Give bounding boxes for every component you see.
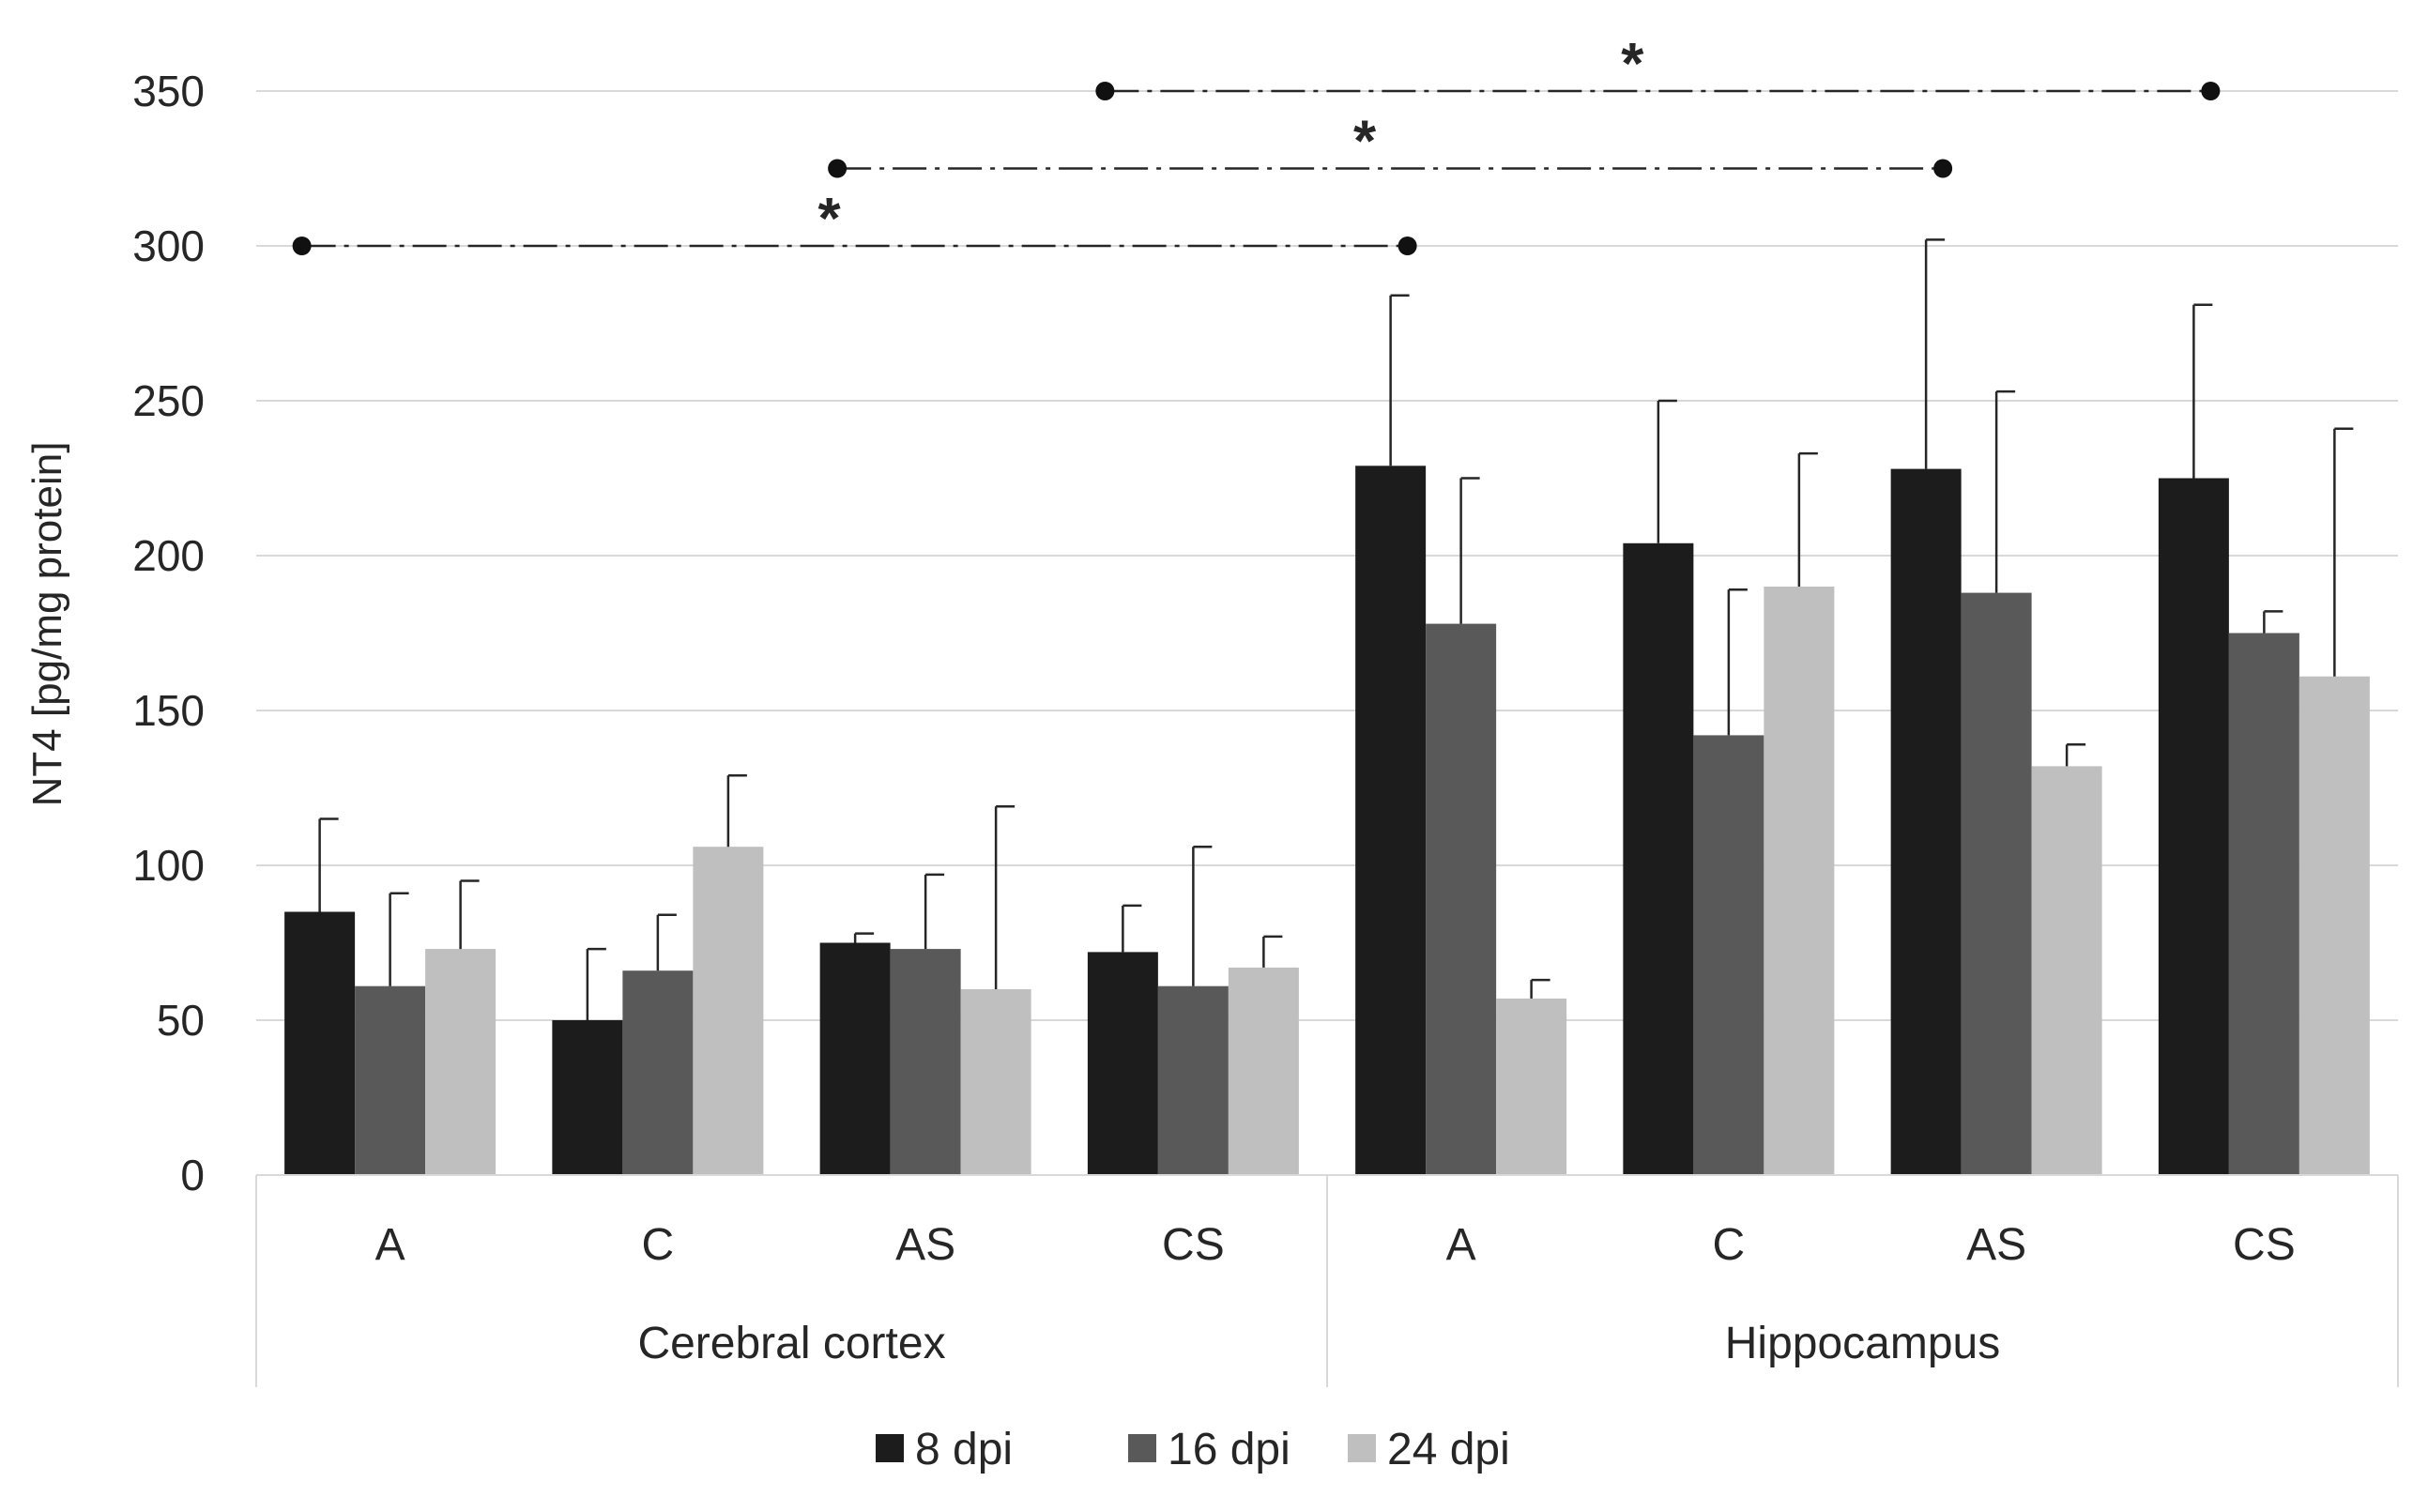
bar [1764,587,1835,1175]
significance-dot [1933,159,1953,178]
x-tick-label: C [642,1220,675,1270]
bars [284,466,2370,1176]
y-tick-label: 150 [132,686,205,735]
bar [2298,676,2370,1175]
bar [552,1020,623,1175]
significance-dot [828,159,848,178]
x-tick-label: AS [895,1220,955,1270]
significance-dot [1095,82,1115,100]
x-tick-label: CS [1162,1220,1225,1270]
y-tick-label: 200 [132,531,205,580]
significance-dot [2201,82,2221,100]
y-tick-label: 250 [132,376,205,425]
bar [960,989,1031,1175]
y-tick-label: 300 [132,221,205,270]
legend-label: 16 dpi [1168,1425,1290,1474]
bar [1496,998,1567,1175]
significance-markers: * * * [292,32,2221,255]
bar [890,949,961,1175]
legend-swatch [1348,1434,1376,1462]
bar [2228,633,2299,1175]
x-tick-label: A [375,1220,405,1270]
bar [1087,952,1158,1175]
significance-dot [1397,237,1417,255]
bar [425,949,496,1175]
significance-dot [292,237,312,255]
legend: 8 dpi 16 dpi 24 dpi [876,1425,1510,1474]
group-label: Cerebral cortex [637,1319,945,1368]
axes: 0 50 100 150 200 250 300 350 A C AS CS A C AS CS Cerebra… [132,67,2399,1387]
y-tick-label: 350 [132,67,205,115]
y-axis-title: NT4 [pg/mg protein] [24,442,70,807]
legend-label: 8 dpi [915,1425,1013,1474]
legend-swatch [876,1434,904,1462]
bar [1693,735,1764,1175]
y-tick-label: 100 [132,841,205,890]
bar [1426,623,1497,1175]
bar [2158,478,2229,1175]
group-label: Hippocampus [1725,1319,2000,1368]
bar [1623,542,1694,1175]
bar [1355,466,1427,1175]
legend-swatch [1128,1434,1156,1462]
bar [2031,766,2102,1175]
bar [1890,468,1962,1176]
bar [284,911,356,1175]
bar [1157,985,1229,1175]
error-bars [318,238,2354,1020]
bar [355,985,426,1175]
significance-label: * [1353,110,1377,175]
x-tick-label: A [1446,1220,1476,1270]
bar [693,847,764,1175]
significance-label: * [1621,32,1644,97]
bar [819,942,891,1175]
x-tick-label: C [1713,1220,1746,1270]
bar [622,970,694,1175]
y-tick-label: 0 [180,1151,205,1199]
x-tick-label: AS [1966,1220,2026,1270]
legend-label: 24 dpi [1387,1425,1510,1474]
significance-label: * [818,187,842,252]
x-tick-label: CS [2233,1220,2296,1270]
bar [1228,967,1299,1175]
y-tick-label: 50 [157,996,205,1045]
bar [1961,592,2032,1175]
